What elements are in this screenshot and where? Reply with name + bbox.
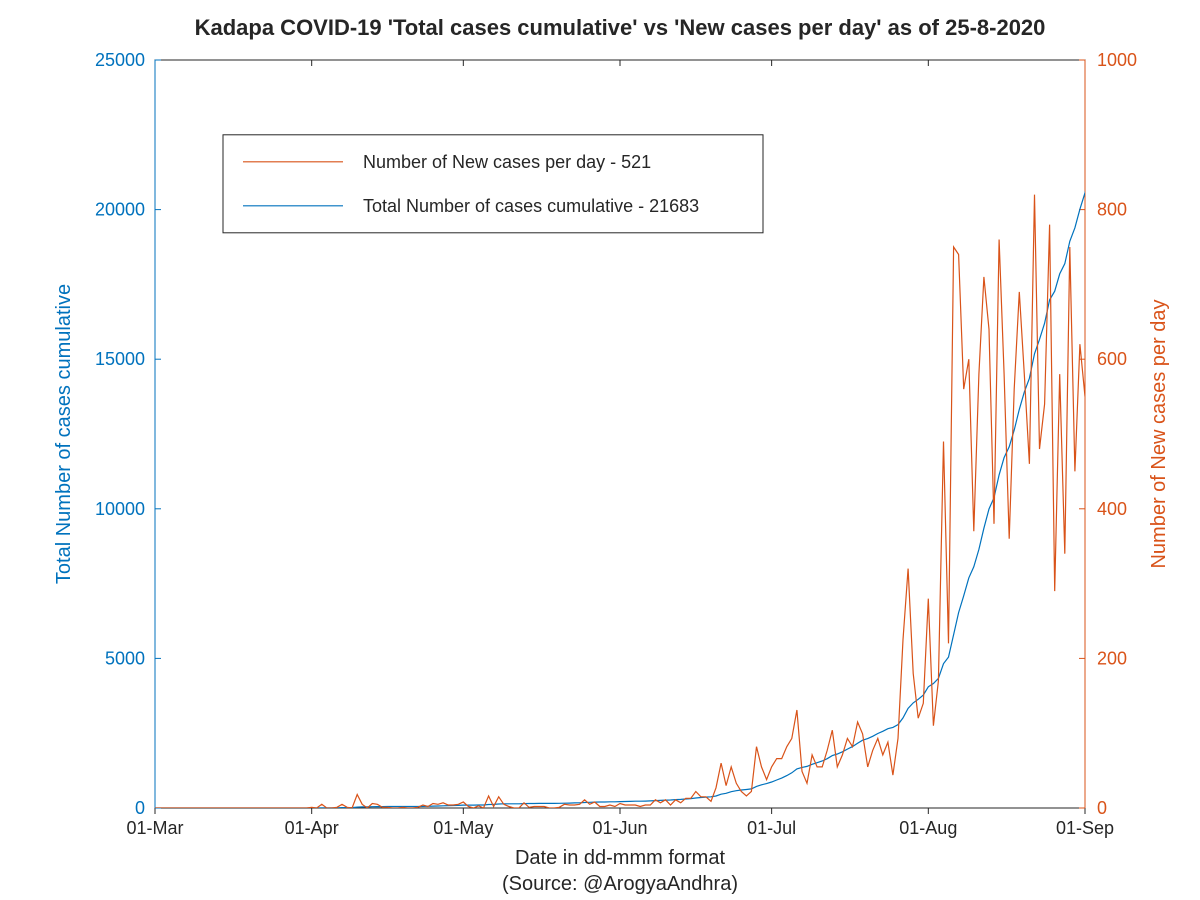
yleft-axis-label: Total Number of cases cumulative — [53, 284, 75, 584]
chart-title: Kadapa COVID-19 'Total cases cumulative'… — [195, 15, 1046, 40]
yright-axis-label: Number of New cases per day — [1148, 299, 1170, 568]
yright-tick-label: 0 — [1097, 798, 1107, 818]
yright-tick-label: 200 — [1097, 648, 1127, 668]
x-tick-label: 01-Aug — [899, 818, 957, 838]
legend: Number of New cases per day - 521 Total N… — [223, 135, 763, 233]
legend-label: Total Number of cases cumulative - 21683 — [363, 196, 699, 216]
yright-tick-label: 400 — [1097, 499, 1127, 519]
yright-tick-label: 1000 — [1097, 50, 1137, 70]
yleft-tick-label: 5000 — [105, 648, 145, 668]
chart-container: { "chart": { "type": "line-dual-axis", "… — [0, 0, 1200, 900]
x-tick-label: 01-Jun — [592, 818, 647, 838]
yleft-tick-label: 20000 — [95, 200, 145, 220]
chart-svg: Kadapa COVID-19 'Total cases cumulative'… — [0, 0, 1200, 900]
x-tick-label: 01-Apr — [285, 818, 339, 838]
yleft-tick-label: 10000 — [95, 499, 145, 519]
x-tick-label: 01-Mar — [126, 818, 183, 838]
x-axis-label-2: (Source: @ArogyaAndhra) — [502, 873, 738, 895]
yright-tick-label: 600 — [1097, 349, 1127, 369]
x-tick-label: 01-Sep — [1056, 818, 1114, 838]
x-axis-label-1: Date in dd-mmm format — [515, 847, 725, 869]
yleft-tick-label: 25000 — [95, 50, 145, 70]
x-tick-label: 01-May — [433, 818, 493, 838]
yright-tick-label: 800 — [1097, 200, 1127, 220]
legend-label: Number of New cases per day - 521 — [363, 152, 651, 172]
x-tick-label: 01-Jul — [747, 818, 796, 838]
yleft-tick-label: 15000 — [95, 349, 145, 369]
yleft-tick-label: 0 — [135, 798, 145, 818]
